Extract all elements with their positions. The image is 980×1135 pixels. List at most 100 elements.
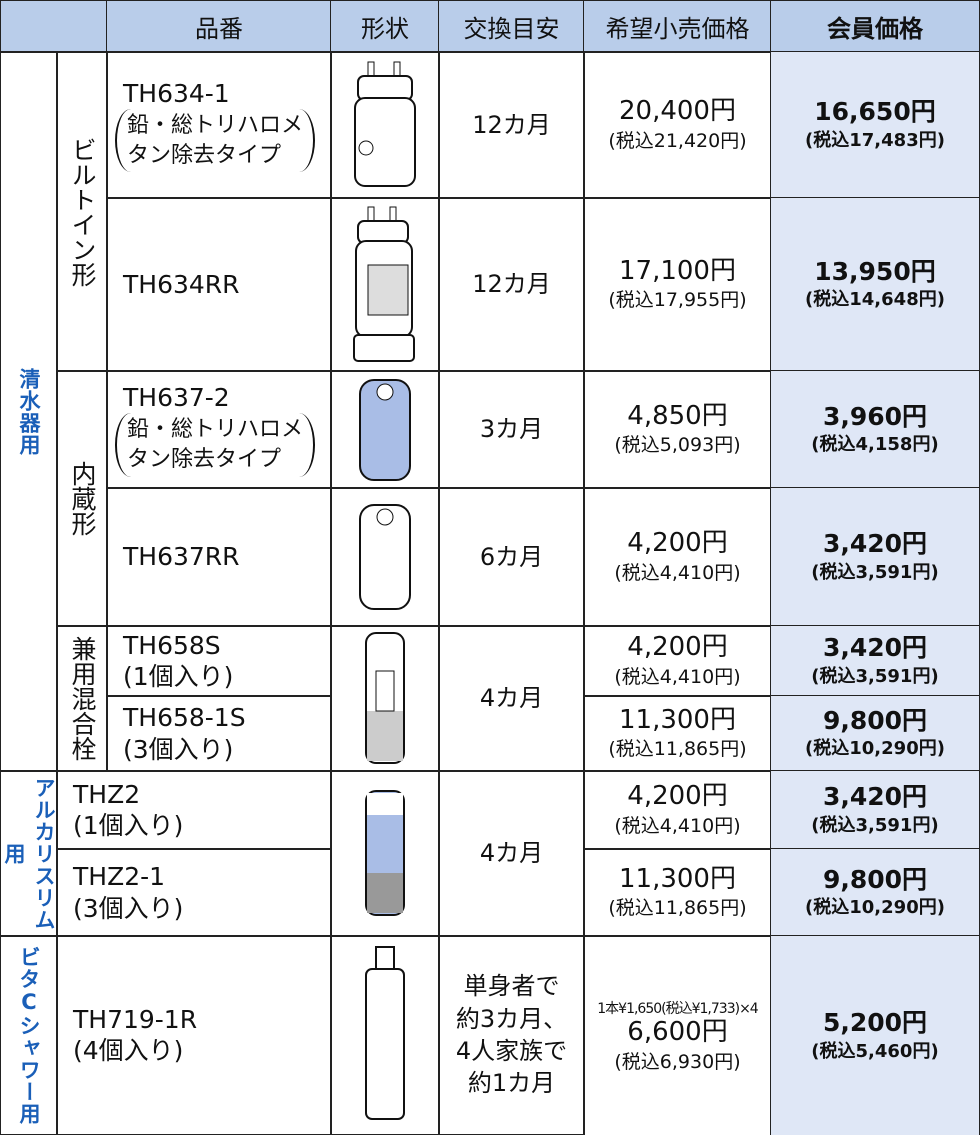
retail-cell: 1本¥1,650(税込¥1,733)×4 6,600円 (税込6,930円): [583, 935, 772, 1135]
pack: (3個入り): [73, 893, 184, 923]
note-line: タン除去タイプ: [127, 142, 282, 168]
retail-tax: (税込17,955円): [608, 289, 747, 312]
interval-line: 単身者で: [463, 972, 560, 1001]
member-cell: 5,200円 (税込5,460円): [770, 935, 980, 1135]
member-tax: (税込3,591円): [811, 814, 939, 836]
model: TH719-1R: [73, 1004, 198, 1034]
retail-note: 1本¥1,650(税込¥1,733)×4: [597, 1001, 758, 1018]
retail-tax: (税込4,410円): [614, 814, 741, 837]
shape-cell: [330, 370, 440, 489]
retail-price: 6,600円: [627, 1017, 728, 1048]
model-cell: TH637RR: [106, 487, 332, 627]
model: THZ2: [73, 779, 141, 809]
retail-price: 4,200円: [627, 632, 728, 663]
subgroup: 兼用混合栓: [56, 625, 108, 772]
member-price: 13,950円: [814, 256, 936, 286]
retail-cell: 4,200円 (税込4,410円): [583, 770, 772, 850]
model-cell: TH719-1R (4個入り): [56, 935, 332, 1135]
retail-tax: (税込4,410円): [614, 665, 741, 688]
interval-cell: 単身者で 約3カ月、 4人家族で 約1カ月: [438, 935, 585, 1135]
member-cell: 16,650円 (税込17,483円): [770, 51, 980, 199]
cartridge-image: [354, 61, 416, 187]
member-tax: (税込10,290円): [805, 897, 945, 919]
cartridge-image: [353, 206, 415, 362]
member-price: 9,800円: [822, 864, 928, 894]
retail-tax: (税込5,093円): [614, 434, 741, 457]
cartridge-image: [365, 789, 405, 916]
member-price: 3,420円: [822, 633, 928, 663]
member-tax: (税込10,290円): [805, 738, 945, 760]
retail-cell: 4,850円 (税込5,093円): [583, 370, 772, 489]
cartridge-image: [359, 504, 411, 610]
member-cell: 9,800円 (税込10,290円): [770, 695, 980, 772]
member-price: 9,800円: [822, 705, 928, 735]
interval: 6カ月: [438, 487, 585, 627]
interval: 12カ月: [438, 197, 585, 372]
member-tax: (税込3,591円): [811, 665, 939, 687]
subgroup: 内蔵形: [56, 370, 108, 627]
retail-tax: (税込11,865円): [608, 738, 747, 761]
retail-price: 11,300円: [619, 704, 736, 735]
interval: 4カ月: [438, 625, 585, 772]
header-corner: [0, 0, 108, 53]
member-cell: 3,960円 (税込4,158円): [770, 370, 980, 489]
shape-cell: [330, 935, 440, 1135]
model: TH637-2: [123, 383, 230, 413]
category: ビタCシャワー用: [0, 935, 58, 1135]
model-cell: TH634RR: [106, 197, 332, 372]
interval: 12カ月: [438, 51, 585, 199]
category: アルカリスリム用: [0, 770, 58, 937]
note: 鉛・総トリハロメ タン除去タイプ: [115, 108, 316, 173]
pack: (1個入り): [123, 662, 234, 691]
member-tax: (税込5,460円): [811, 1040, 939, 1062]
interval-line: 4人家族で: [455, 1037, 568, 1065]
retail-price: 11,300円: [619, 863, 736, 894]
category: 清水器用: [0, 51, 58, 772]
model-cell: TH658S (1個入り): [106, 625, 332, 697]
member-price: 16,650円: [814, 97, 936, 127]
cartridge-image: [359, 378, 411, 481]
model-cell: THZ2-1 (3個入り): [56, 848, 332, 937]
member-tax: (税込3,591円): [811, 561, 939, 583]
member-tax: (税込4,158円): [811, 434, 939, 456]
model-cell: TH637-2 鉛・総トリハロメ タン除去タイプ: [106, 370, 332, 489]
header-cell: 品番: [106, 0, 332, 53]
header-cell: 会員価格: [770, 0, 980, 53]
pack: (4個入り): [73, 1036, 184, 1065]
subgroup: ビルトイン形: [56, 51, 108, 372]
model: TH634-1: [123, 78, 230, 108]
member-tax: (税込14,648円): [805, 289, 945, 311]
member-price: 5,200円: [822, 1008, 928, 1038]
retail-price: 4,200円: [627, 528, 728, 559]
model: TH637RR: [123, 542, 240, 572]
header-cell: 形状: [330, 0, 440, 53]
retail-tax: (税込4,410円): [614, 561, 741, 584]
model: TH658-1S: [123, 703, 246, 733]
pack: (3個入り): [123, 734, 234, 764]
shape-cell: [330, 197, 440, 372]
retail-cell: 20,400円 (税込21,420円): [583, 51, 772, 199]
pack: (1個入り): [73, 811, 184, 840]
retail-cell: 4,200円 (税込4,410円): [583, 487, 772, 627]
member-price: 3,420円: [822, 529, 928, 559]
retail-price: 4,200円: [627, 781, 728, 812]
model-cell: TH634-1 鉛・総トリハロメ タン除去タイプ: [106, 51, 332, 199]
retail-cell: 11,300円 (税込11,865円): [583, 695, 772, 772]
retail-tax: (税込11,865円): [608, 897, 747, 920]
member-tax: (税込17,483円): [805, 129, 945, 151]
member-cell: 3,420円 (税込3,591円): [770, 770, 980, 850]
retail-tax: (税込21,420円): [608, 129, 747, 152]
shape-cell: [330, 625, 440, 772]
model-cell: THZ2 (1個入り): [56, 770, 332, 850]
retail-price: 20,400円: [619, 96, 736, 127]
note-line: 鉛・総トリハロメ: [127, 417, 304, 443]
header-cell: 交換目安: [438, 0, 585, 53]
interval-line: 約3カ月、: [455, 1004, 568, 1033]
model: TH634RR: [123, 269, 240, 299]
member-cell: 9,800円 (税込10,290円): [770, 848, 980, 937]
member-price: 3,960円: [822, 401, 928, 431]
cartridge-image: [365, 946, 405, 1120]
interval: 3カ月: [438, 370, 585, 489]
retail-cell: 17,100円 (税込17,955円): [583, 197, 772, 372]
